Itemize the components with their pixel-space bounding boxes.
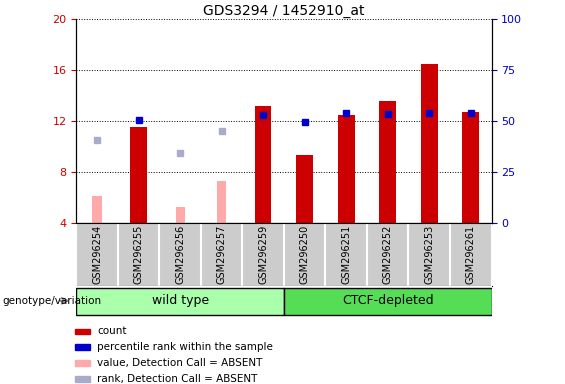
- Bar: [380, 101, 396, 223]
- Bar: [131, 127, 147, 223]
- Bar: [75, 360, 90, 366]
- Text: value, Detection Call = ABSENT: value, Detection Call = ABSENT: [98, 358, 263, 368]
- Bar: [255, 106, 271, 223]
- Bar: [75, 376, 90, 382]
- Text: GSM296256: GSM296256: [175, 225, 185, 284]
- Bar: [297, 155, 313, 223]
- Text: GSM296259: GSM296259: [258, 225, 268, 284]
- Bar: [338, 114, 354, 223]
- Text: GSM296261: GSM296261: [466, 225, 476, 284]
- Bar: [75, 344, 90, 350]
- Bar: [93, 196, 102, 223]
- Bar: [76, 288, 284, 315]
- Text: GSM296252: GSM296252: [383, 225, 393, 284]
- Bar: [176, 207, 185, 223]
- Text: GSM296253: GSM296253: [424, 225, 434, 284]
- Text: CTCF-depleted: CTCF-depleted: [342, 294, 433, 307]
- Text: percentile rank within the sample: percentile rank within the sample: [98, 342, 273, 352]
- Title: GDS3294 / 1452910_at: GDS3294 / 1452910_at: [203, 4, 364, 18]
- Text: GSM296250: GSM296250: [299, 225, 310, 284]
- Text: GSM296257: GSM296257: [216, 225, 227, 284]
- Text: GSM296254: GSM296254: [92, 225, 102, 284]
- Bar: [421, 64, 437, 223]
- Text: genotype/variation: genotype/variation: [3, 296, 102, 306]
- Text: GSM296251: GSM296251: [341, 225, 351, 284]
- Bar: [463, 112, 479, 223]
- Bar: [75, 329, 90, 334]
- Text: rank, Detection Call = ABSENT: rank, Detection Call = ABSENT: [98, 374, 258, 384]
- Text: GSM296255: GSM296255: [133, 225, 144, 284]
- Text: count: count: [98, 326, 127, 336]
- Bar: [284, 288, 492, 315]
- Bar: [217, 181, 226, 223]
- Text: wild type: wild type: [151, 294, 208, 307]
